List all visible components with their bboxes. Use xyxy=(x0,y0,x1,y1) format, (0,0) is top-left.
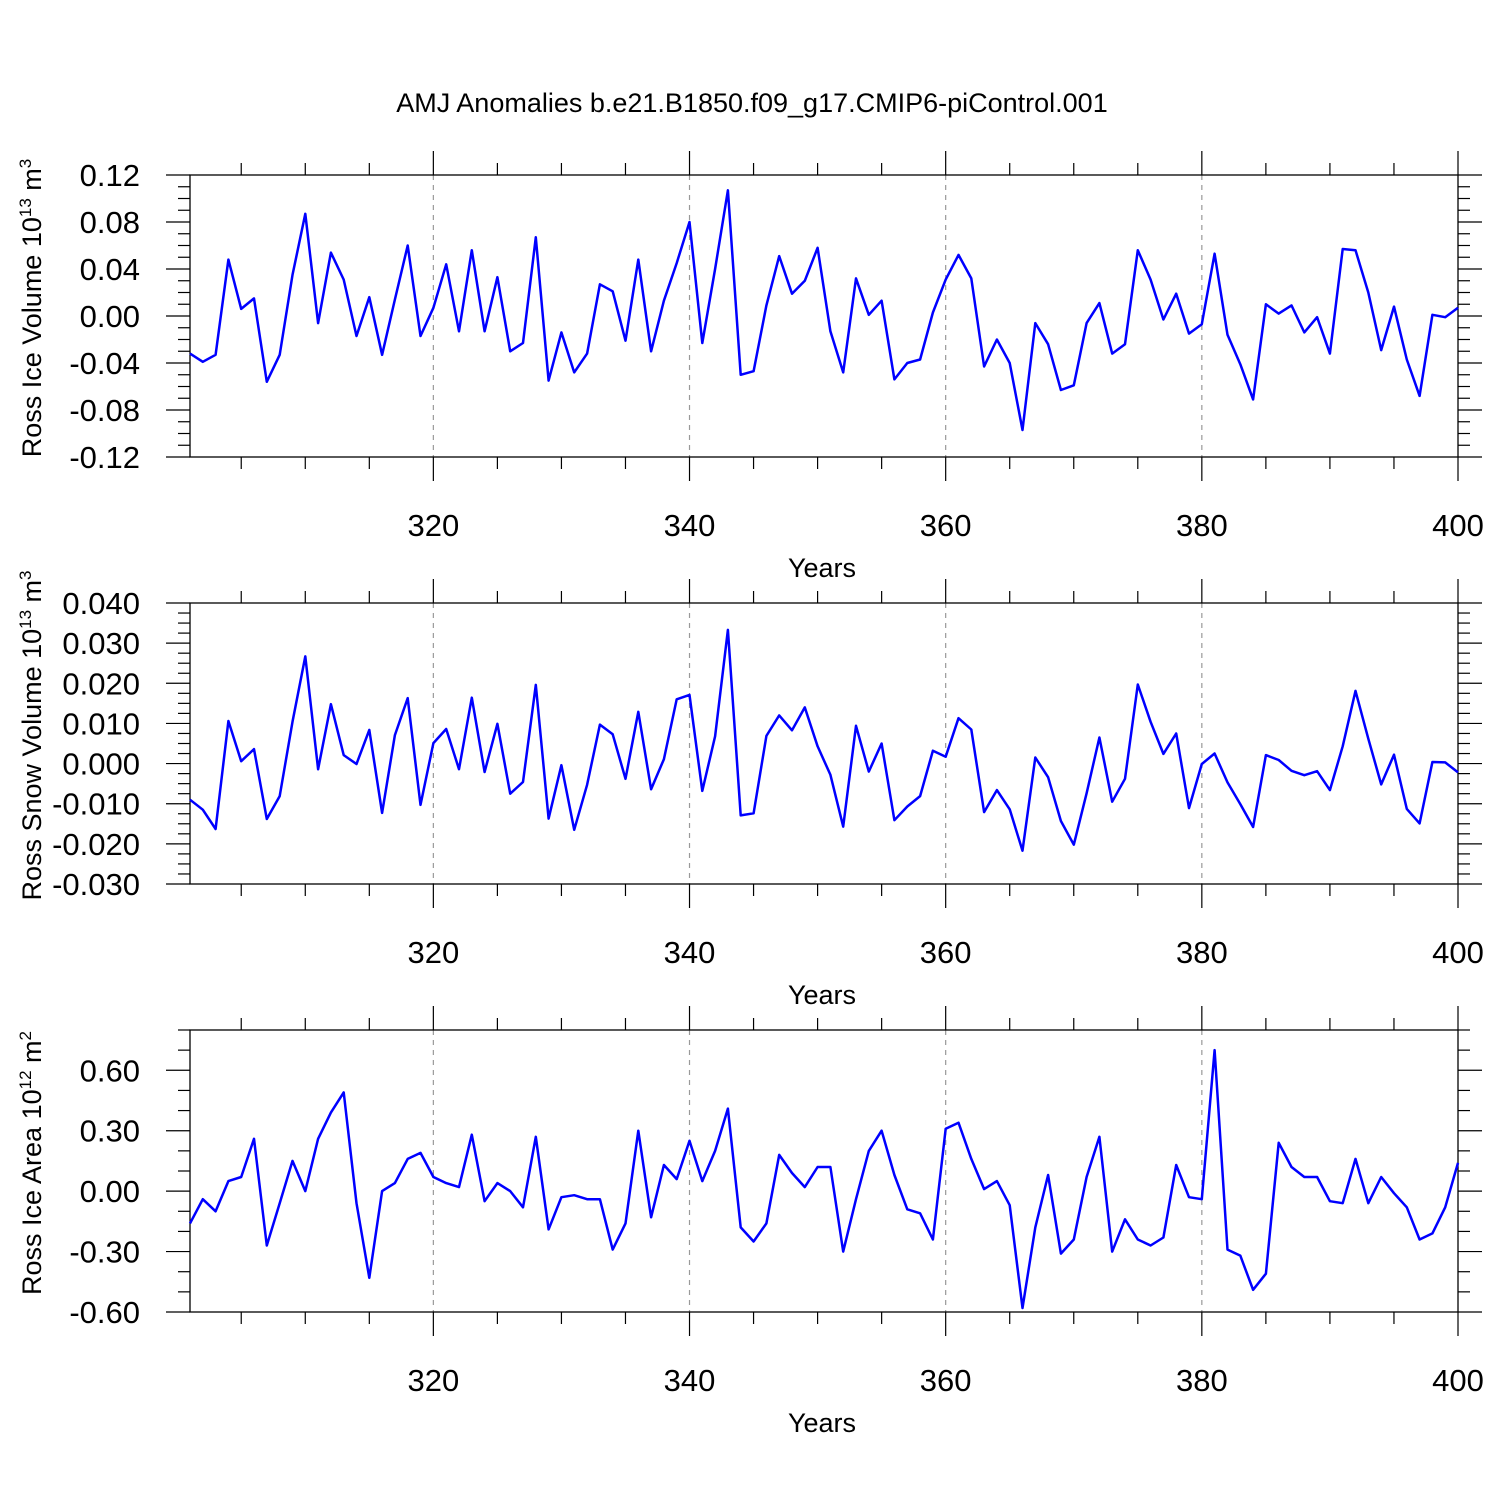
plot-frame xyxy=(189,174,1459,458)
y-axis-title-main: Ross Snow Volume 10 xyxy=(17,629,47,901)
x-tick-label: 360 xyxy=(920,508,972,543)
x-tick-label: 340 xyxy=(664,1363,716,1398)
y-axis-title-unit-exponent: 3 xyxy=(16,570,35,579)
x-tick-label: 380 xyxy=(1176,1363,1228,1398)
chart-panel-3: 320 340 360 380 400 Years 0.60 0.30 0.00 -0.30 -0.… xyxy=(16,1006,1484,1438)
x-tick-label: 360 xyxy=(920,1363,972,1398)
x-tick-label: 320 xyxy=(407,935,459,970)
x-tick-label: 400 xyxy=(1432,508,1484,543)
y-axis-title-unit: m xyxy=(17,580,47,610)
y-tick-label: -0.12 xyxy=(69,440,140,475)
y-tick-label: 0.00 xyxy=(80,299,140,334)
y-tick-label: 0.12 xyxy=(80,158,140,193)
y-tick-label: 0.000 xyxy=(62,747,140,782)
x-tick-label: 340 xyxy=(664,935,716,970)
y-tick-label: 0.00 xyxy=(80,1174,140,1209)
y-tick-label: 0.010 xyxy=(62,706,140,741)
x-tick-label: 340 xyxy=(664,508,716,543)
y-tick-label: 0.04 xyxy=(80,252,140,287)
series-line xyxy=(189,189,1459,432)
y-tick-label: 0.30 xyxy=(80,1114,140,1149)
x-tick-label: 320 xyxy=(407,1363,459,1398)
x-axis-title: Years xyxy=(788,980,856,1010)
series-line xyxy=(189,628,1459,852)
y-tick-label: 0.020 xyxy=(62,666,140,701)
series-line xyxy=(188,1048,1460,1310)
y-axis-title: Ross Snow Volume 1013 m3 xyxy=(16,570,47,900)
chart-panel-2: 320 340 360 380 400 Years 0.040 0.030 0.020 0.010… xyxy=(16,570,1484,1010)
x-axis-title: Years xyxy=(788,1408,856,1438)
y-axis-title-exponent: 13 xyxy=(16,198,35,217)
x-axis-title: Years xyxy=(788,553,856,583)
y-tick-label: 0.08 xyxy=(80,205,140,240)
y-tick-label: -0.020 xyxy=(52,827,140,862)
y-axis-title: Ross Ice Area 1012 m2 xyxy=(16,1031,47,1295)
y-tick-label: -0.08 xyxy=(69,393,140,428)
y-axis-title-exponent: 12 xyxy=(16,1070,35,1089)
x-tick-label: 380 xyxy=(1176,935,1228,970)
y-axis-title-main: Ross Ice Volume 10 xyxy=(17,217,47,457)
y-axis-title: Ross Ice Volume 1013 m3 xyxy=(16,159,47,458)
y-axis-title-unit: m xyxy=(17,1040,47,1070)
x-tick-label: 400 xyxy=(1432,935,1484,970)
y-tick-label: 0.040 xyxy=(62,586,140,621)
y-tick-label: -0.60 xyxy=(69,1295,140,1330)
y-tick-label: -0.04 xyxy=(69,346,140,381)
x-tick-label: 360 xyxy=(920,935,972,970)
chart-panels: 320 340 360 380 400 Years 0.12 0.08 0.04 0.00 -0.0… xyxy=(16,151,1484,1438)
plot-frame xyxy=(189,602,1459,885)
y-axis-title-unit-exponent: 3 xyxy=(16,159,35,168)
y-tick-label: -0.030 xyxy=(52,867,140,902)
y-axis-title-exponent: 13 xyxy=(16,610,35,629)
plot-frame xyxy=(189,1029,1459,1313)
y-tick-label: -0.010 xyxy=(52,787,140,822)
y-tick-label: 0.60 xyxy=(80,1053,140,1088)
x-tick-label: 400 xyxy=(1432,1363,1484,1398)
y-axis-title-main: Ross Ice Area 10 xyxy=(17,1089,47,1295)
y-tick-label: 0.030 xyxy=(62,626,140,661)
chart-panel-1: 320 340 360 380 400 Years 0.12 0.08 0.04 0.00 -0.0… xyxy=(16,151,1484,583)
y-axis-title-unit: m xyxy=(17,168,47,198)
page-title: AMJ Anomalies b.e21.B1850.f09_g17.CMIP6-… xyxy=(396,88,1107,118)
x-tick-label: 320 xyxy=(407,508,459,543)
y-tick-label: -0.30 xyxy=(69,1235,140,1270)
x-tick-label: 380 xyxy=(1176,508,1228,543)
y-axis-title-unit-exponent: 2 xyxy=(16,1031,35,1040)
